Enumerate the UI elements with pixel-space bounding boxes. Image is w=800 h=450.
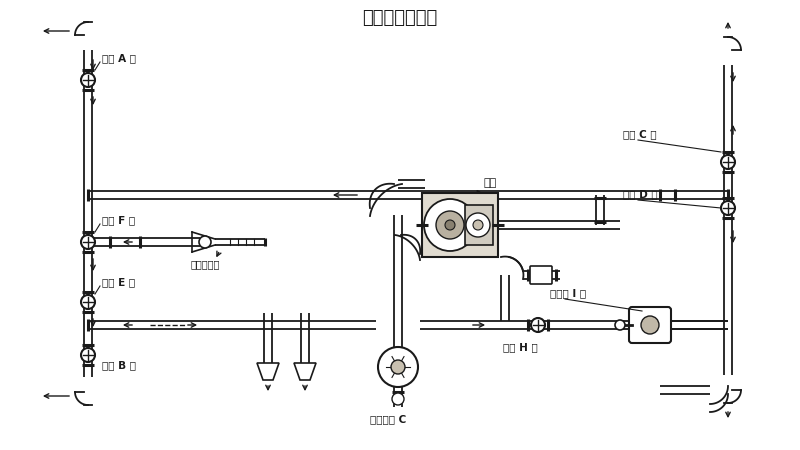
Circle shape — [199, 236, 211, 248]
Polygon shape — [257, 363, 279, 380]
Text: 洒水、浇灌花木: 洒水、浇灌花木 — [362, 9, 438, 27]
Circle shape — [445, 220, 455, 230]
Text: 球阀 F 关: 球阀 F 关 — [102, 215, 135, 225]
Text: 球阀 C 开: 球阀 C 开 — [623, 129, 657, 139]
Circle shape — [391, 360, 405, 374]
Bar — [84, 22, 92, 35]
FancyBboxPatch shape — [629, 307, 671, 343]
Bar — [724, 37, 732, 50]
FancyBboxPatch shape — [465, 205, 493, 245]
Circle shape — [615, 320, 625, 330]
Circle shape — [436, 211, 464, 239]
FancyBboxPatch shape — [530, 266, 552, 284]
Text: 球阀 H 关: 球阀 H 关 — [502, 342, 538, 352]
Circle shape — [81, 235, 95, 249]
FancyBboxPatch shape — [422, 193, 498, 257]
Circle shape — [473, 220, 483, 230]
Text: 球阀 D 开: 球阀 D 开 — [623, 189, 658, 199]
Circle shape — [424, 199, 476, 251]
Text: 消防栖 I 关: 消防栖 I 关 — [550, 288, 586, 298]
Circle shape — [531, 318, 545, 332]
Circle shape — [81, 295, 95, 309]
Text: 球阀 B 开: 球阀 B 开 — [102, 360, 136, 370]
Text: 球阀 A 开: 球阀 A 开 — [102, 53, 136, 63]
Circle shape — [81, 348, 95, 362]
Bar — [84, 392, 92, 405]
Circle shape — [721, 155, 735, 169]
Circle shape — [466, 213, 490, 237]
Circle shape — [641, 316, 659, 334]
Polygon shape — [294, 363, 316, 380]
Bar — [724, 390, 732, 403]
Text: 浒水炮出口: 浒水炮出口 — [190, 259, 220, 269]
Text: 球阀 E 开: 球阀 E 开 — [102, 277, 135, 287]
Text: 水泵: 水泵 — [483, 178, 497, 188]
Text: 三通球阀 C: 三通球阀 C — [370, 414, 406, 424]
Circle shape — [721, 201, 735, 215]
Circle shape — [81, 73, 95, 87]
Circle shape — [392, 393, 404, 405]
Circle shape — [378, 347, 418, 387]
